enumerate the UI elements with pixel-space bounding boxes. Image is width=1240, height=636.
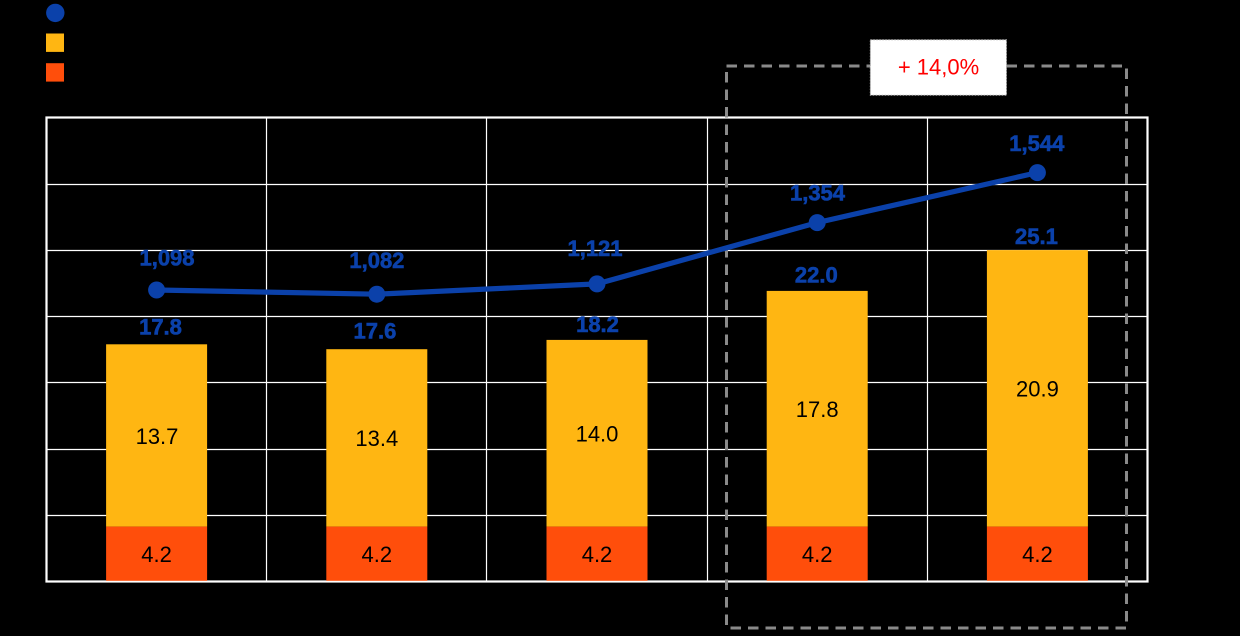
svg-text:1,121: 1,121 <box>567 236 622 261</box>
svg-text:22.0: 22.0 <box>795 262 838 287</box>
svg-text:13.4: 13.4 <box>355 426 398 451</box>
svg-text:1,098: 1,098 <box>139 245 194 270</box>
svg-text:+ 14,0%: + 14,0% <box>898 55 979 80</box>
svg-text:17.8: 17.8 <box>139 314 182 339</box>
svg-text:1,544: 1,544 <box>1009 131 1065 156</box>
svg-text:4.2: 4.2 <box>141 542 172 567</box>
svg-text:4.2: 4.2 <box>362 542 393 567</box>
svg-text:13.7: 13.7 <box>136 424 179 449</box>
svg-text:25.1: 25.1 <box>1015 224 1058 249</box>
svg-text:20.9: 20.9 <box>1016 376 1059 401</box>
svg-text:1,082: 1,082 <box>349 248 404 273</box>
svg-text:14.0: 14.0 <box>576 421 619 446</box>
svg-text:17.8: 17.8 <box>796 397 839 422</box>
svg-text:4.2: 4.2 <box>582 542 613 567</box>
svg-text:17.6: 17.6 <box>353 318 396 343</box>
svg-text:18.2: 18.2 <box>576 312 619 337</box>
svg-text:4.2: 4.2 <box>1022 542 1053 567</box>
svg-text:4.2: 4.2 <box>802 542 833 567</box>
svg-text:1,354: 1,354 <box>790 180 846 205</box>
